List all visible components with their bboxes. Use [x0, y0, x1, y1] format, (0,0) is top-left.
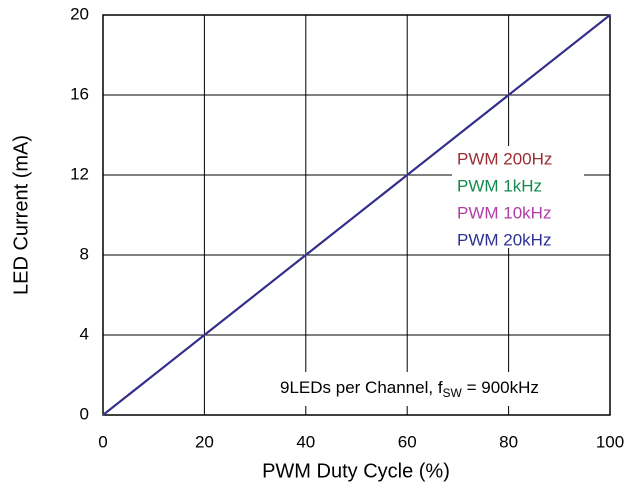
y-tick-label: 8 — [80, 244, 89, 263]
x-tick-label: 80 — [499, 432, 518, 451]
plot-frame — [102, 14, 611, 416]
y-tick-label: 0 — [80, 404, 89, 423]
legend-label: PWM 1kHz — [457, 176, 542, 195]
annotation: 9LEDs per Channel, fSW = 900kHz — [280, 378, 539, 400]
x-tick-label: 60 — [398, 432, 417, 451]
x-tick-label: 0 — [98, 432, 107, 451]
series-line — [102, 14, 611, 416]
annotation-box — [272, 372, 605, 406]
y-tick-label: 12 — [70, 164, 89, 183]
y-tick-label: 20 — [70, 4, 89, 23]
legend-box — [452, 146, 584, 248]
annotation-part: = 900kHz — [462, 378, 539, 397]
y-tick-label: 16 — [70, 84, 89, 103]
legend-label: PWM 10kHz — [457, 203, 551, 222]
x-tick-label: 100 — [596, 432, 624, 451]
legend-label: PWM 20kHz — [457, 230, 551, 249]
y-axis-title: LED Current (mA) — [10, 135, 32, 295]
x-axis-title: PWM Duty Cycle (%) — [262, 460, 450, 482]
x-tick-label: 20 — [195, 432, 214, 451]
x-tick-label: 40 — [296, 432, 315, 451]
annotation-part: 9LEDs per Channel, f — [280, 378, 443, 397]
annotation-part: SW — [443, 386, 463, 400]
legend-label: PWM 200Hz — [457, 149, 552, 168]
y-tick-label: 4 — [80, 324, 89, 343]
